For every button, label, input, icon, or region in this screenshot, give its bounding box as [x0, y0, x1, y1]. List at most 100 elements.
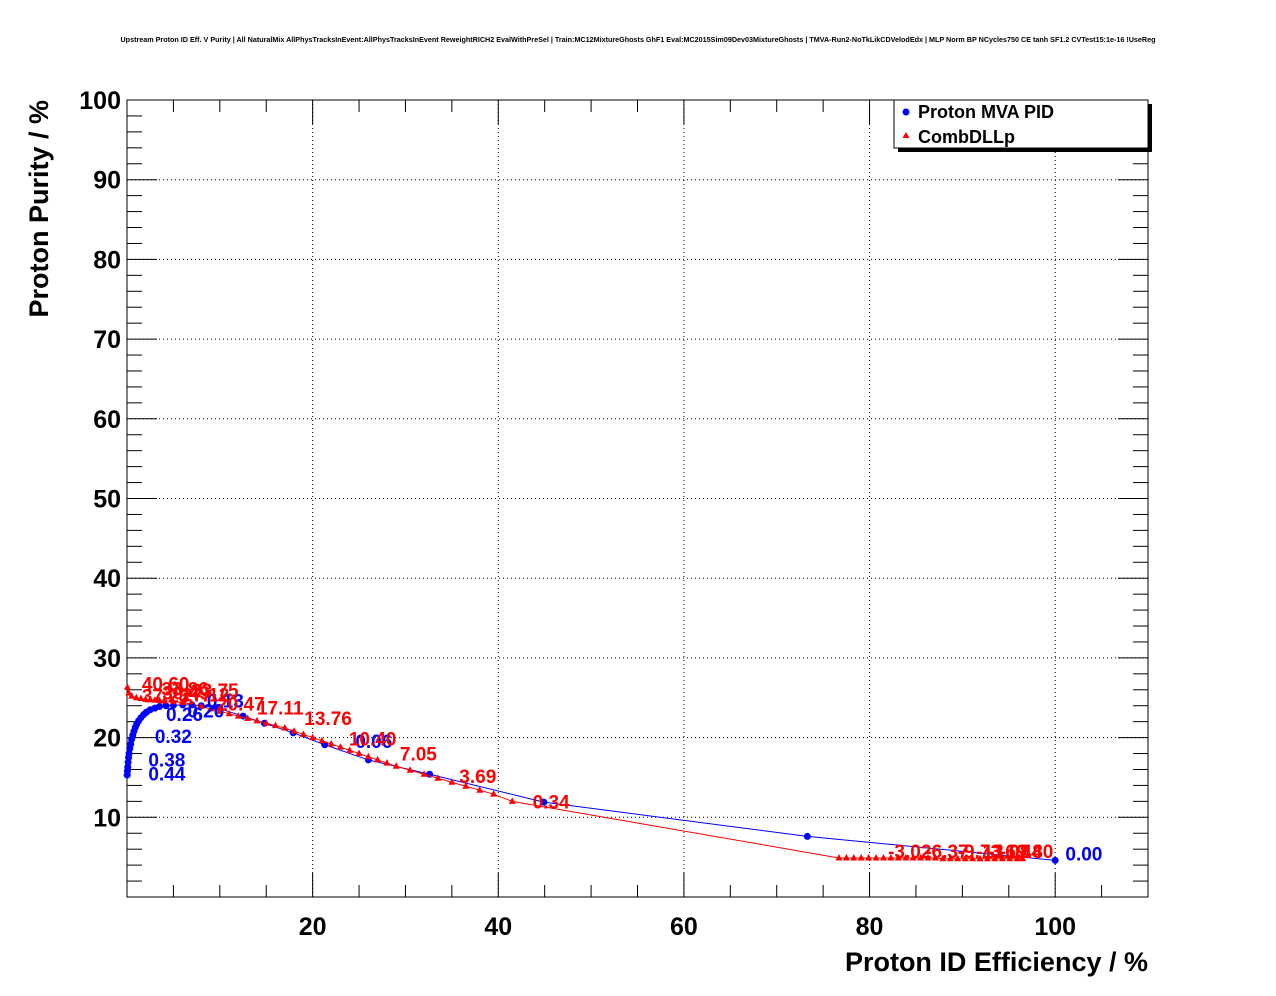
data-point-combdllp — [976, 854, 984, 862]
y-tick-label: 70 — [93, 326, 121, 354]
data-point-combdllp — [961, 854, 969, 862]
data-label: -19.80 — [999, 842, 1053, 863]
y-tick-label: 20 — [93, 725, 121, 753]
data-point-combdllp — [262, 719, 270, 726]
data-label: -3.02 — [888, 842, 931, 863]
data-point-combdllp — [160, 696, 168, 704]
data-point-combdllp — [850, 853, 858, 861]
data-point-combdllp — [169, 697, 177, 705]
data-point-combdllp — [946, 854, 954, 862]
data-point-combdllp — [142, 695, 150, 702]
data-point-combdllp — [346, 746, 354, 753]
data-point-combdllp — [917, 853, 925, 861]
y-tick-label: 90 — [93, 167, 121, 195]
data-point-combdllp — [290, 727, 298, 734]
data-point-combdllp — [857, 853, 865, 861]
data-point-combdllp — [894, 853, 902, 861]
data-label: 27.12 — [182, 686, 230, 707]
data-point-combdllp — [887, 853, 895, 861]
data-label: 0.26 — [166, 705, 203, 726]
legend: Proton MVA PID CombDLLp — [893, 99, 1152, 152]
data-point-combdllp — [392, 762, 400, 769]
plot-frame — [126, 99, 1149, 898]
data-point-combdllp — [924, 853, 932, 861]
data-point-combdllp — [151, 696, 159, 703]
y-axis-title: Proton Purity / % — [24, 100, 54, 318]
x-tick-label: 40 — [484, 913, 512, 941]
data-label: 40.60 — [142, 675, 190, 696]
chart-title: Upstream Proton ID Eff. V Purity | All N… — [120, 35, 1155, 44]
data-point-combdllp — [1019, 854, 1027, 862]
data-label: 10.40 — [349, 730, 397, 751]
data-point-combdllp — [188, 700, 196, 707]
data-label: 23.75 — [191, 681, 239, 702]
x-axis-title: Proton ID Efficiency / % — [845, 947, 1148, 977]
data-label: 0.00 — [1065, 844, 1102, 865]
data-point-combdllp — [137, 694, 145, 702]
data-point-combdllp — [179, 698, 187, 706]
data-label: -13.08 — [976, 842, 1030, 863]
x-tick-label: 100 — [1034, 913, 1076, 941]
data-point-combdllp — [299, 730, 307, 737]
data-point-combdllp — [865, 853, 873, 861]
data-point-combdllp — [272, 721, 280, 729]
data-point-combdllp — [931, 853, 939, 861]
data-point-combdllp — [476, 786, 484, 793]
data-point-combdllp — [197, 702, 205, 710]
x-tick-label: 60 — [670, 913, 698, 941]
y-tick-label: 100 — [79, 87, 121, 115]
data-point-combdllp — [872, 853, 880, 861]
data-label: 0.20 — [187, 702, 224, 723]
data-label: 0.38 — [148, 750, 185, 771]
data-label: 0.34 — [533, 793, 570, 814]
y-tick-label: 10 — [93, 804, 121, 832]
data-point-combdllp — [902, 853, 910, 861]
point-labels: 0.440.380.320.260.200.13 0.06 0.00 40.6037.… — [142, 675, 1103, 866]
data-point-combdllp — [954, 854, 962, 862]
data-label: 30.49 — [162, 683, 210, 704]
data-point-combdllp — [969, 854, 977, 862]
data-point-combdllp — [835, 853, 843, 861]
data-point-combdllp — [318, 736, 326, 744]
data-point-combdllp — [842, 853, 850, 861]
data-label: 33.86 — [161, 679, 209, 700]
x-tick-label: 20 — [299, 913, 327, 941]
data-point-combdllp — [155, 696, 163, 704]
data-point-combdllp — [244, 714, 252, 721]
data-point-combdllp — [132, 693, 140, 701]
data-label: -6.37 — [925, 842, 968, 863]
data-point-combdllp — [146, 695, 154, 703]
data-label: 20.47 — [217, 695, 265, 716]
data-label: 17.11 — [257, 698, 304, 719]
data-point-combdllp — [281, 724, 289, 731]
data-point-combdllp — [448, 778, 456, 785]
data-label: -16.44 — [988, 842, 1042, 863]
data-point-combdllp — [383, 759, 391, 766]
data-point-combdllp — [253, 716, 261, 724]
y-tick-label: 30 — [93, 645, 121, 673]
data-point-combdllp — [462, 782, 470, 789]
data-point-combdllp — [939, 854, 947, 862]
data-series — [123, 683, 1059, 864]
data-point-combdllp — [998, 854, 1006, 862]
data-point-combdllp — [123, 683, 131, 690]
y-tick-label: 60 — [93, 406, 121, 434]
data-point-combdllp — [355, 749, 363, 757]
data-point-combdllp — [406, 766, 414, 773]
data-label: 0.44 — [148, 765, 185, 786]
data-label: 37.23 — [142, 687, 190, 708]
data-point-combdllp — [327, 739, 335, 747]
x-tick-label: 80 — [856, 913, 884, 941]
legend-marker-combdllp — [902, 132, 910, 138]
axes: 20 40 60 80 100 10 20 30 40 50 60 70 80 90 100 — [79, 87, 1149, 941]
data-point-combdllp — [336, 743, 344, 750]
data-label: 0.06 — [355, 732, 392, 753]
data-label: -9.73 — [958, 842, 1001, 863]
data-point-combdllp — [128, 692, 136, 699]
data-label: 3.69 — [459, 767, 496, 788]
data-point-proton-mva-pid — [540, 798, 548, 806]
y-tick-label: 40 — [93, 565, 121, 593]
data-point-combdllp — [879, 853, 887, 861]
data-point-combdllp — [309, 733, 317, 741]
